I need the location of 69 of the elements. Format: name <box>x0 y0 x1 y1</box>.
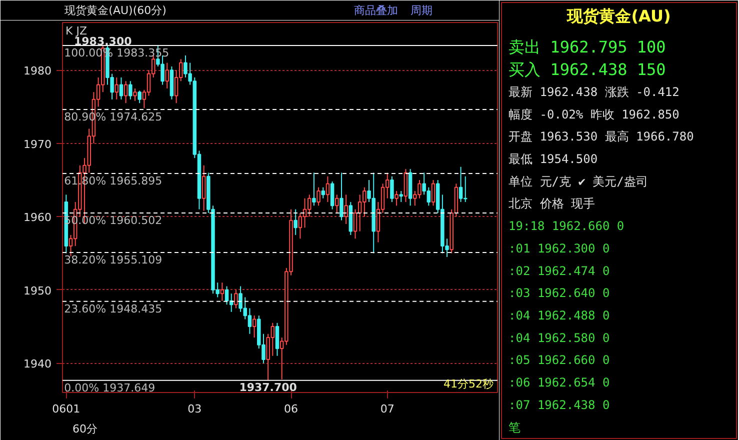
y-tick-label: 1960 <box>24 211 52 224</box>
text: :03 1962.640 0 <box>508 286 610 300</box>
candlestick <box>298 212 302 240</box>
candlestick <box>340 172 344 221</box>
candlestick <box>224 286 229 306</box>
text: 周期 <box>410 4 432 17</box>
candlestick <box>344 194 348 224</box>
y-tick-label: 1970 <box>24 138 52 151</box>
candlestick <box>353 208 358 240</box>
annotation: K JZ <box>66 24 88 38</box>
candlestick <box>220 282 224 302</box>
candlestick <box>394 190 398 206</box>
text: 卖出 1962.795 100 <box>508 38 666 57</box>
text: 最新 1962.438 涨跌 -0.412 <box>508 84 680 99</box>
chart-title: 现货黄金(AU)(60分) <box>64 4 166 17</box>
text: :01 1962.300 0 <box>508 241 610 256</box>
y-tick-label: 1950 <box>24 284 52 298</box>
candlestick <box>128 80 132 100</box>
candlestick <box>165 62 169 89</box>
candlestick <box>335 194 339 214</box>
candlestick <box>119 76 124 100</box>
candlestick <box>326 176 330 203</box>
candlestick <box>312 172 316 206</box>
candlestick <box>390 176 394 203</box>
candlestick <box>294 208 298 236</box>
text: 幅度 -0.02% 昨收 1962.850 <box>508 107 680 122</box>
x-tick-label: 06 <box>284 402 298 416</box>
text: :07 1962.438 0 <box>508 398 610 412</box>
text: :02 1962.474 0 <box>508 264 610 278</box>
ref-line-label: 23.60% 1948.435 <box>64 302 162 316</box>
annotation: 1937.700 <box>239 381 298 394</box>
candlestick <box>114 76 119 100</box>
candlestick <box>202 164 206 212</box>
candlestick <box>316 186 320 206</box>
text: 单位 元/克 ✔ 美元/盎司 <box>508 174 648 188</box>
text: 19:18 1962.660 0 <box>508 219 624 234</box>
text: 北京 价格 现手 <box>508 196 596 211</box>
candlestick <box>330 180 334 210</box>
candlestick <box>234 289 238 309</box>
candlestick <box>124 80 128 104</box>
text: 60分 <box>72 422 98 436</box>
candlestick <box>138 90 142 104</box>
x-tick-label: 07 <box>380 402 394 416</box>
ref-line-label: 38.20% 1955.109 <box>64 253 162 266</box>
text: 买入 1962.438 150 <box>508 60 666 80</box>
text: 开盘 1963.530 最高 1966.780 <box>508 130 694 144</box>
text: 笔 <box>508 420 521 434</box>
x-tick-label: 0601 <box>52 402 80 416</box>
y-tick-label: 1980 <box>24 64 52 78</box>
candlestick <box>248 308 252 334</box>
candlestick <box>404 168 408 203</box>
y-tick-label: 1940 <box>24 358 52 371</box>
candlestick <box>431 180 436 206</box>
candlestick <box>252 315 256 338</box>
text: 最低 1954.500 <box>508 152 598 166</box>
candlestick <box>399 190 404 203</box>
text: :06 1962.654 0 <box>508 376 610 390</box>
candlestick <box>275 322 280 356</box>
text: :04 1962.580 0 <box>508 330 610 345</box>
candlestick <box>321 186 326 199</box>
text: :04 1962.488 0 <box>508 308 610 323</box>
text: :05 1962.660 0 <box>508 353 610 368</box>
annotation: 41分52秒 <box>444 378 494 390</box>
text: 现货黄金(AU) <box>566 6 671 26</box>
candlestick <box>307 194 312 218</box>
candlestick <box>133 88 137 102</box>
text: 商品叠加 <box>354 4 398 17</box>
x-tick-label: 03 <box>188 402 202 416</box>
ref-line-label: 0.00% 1937.649 <box>64 381 156 394</box>
